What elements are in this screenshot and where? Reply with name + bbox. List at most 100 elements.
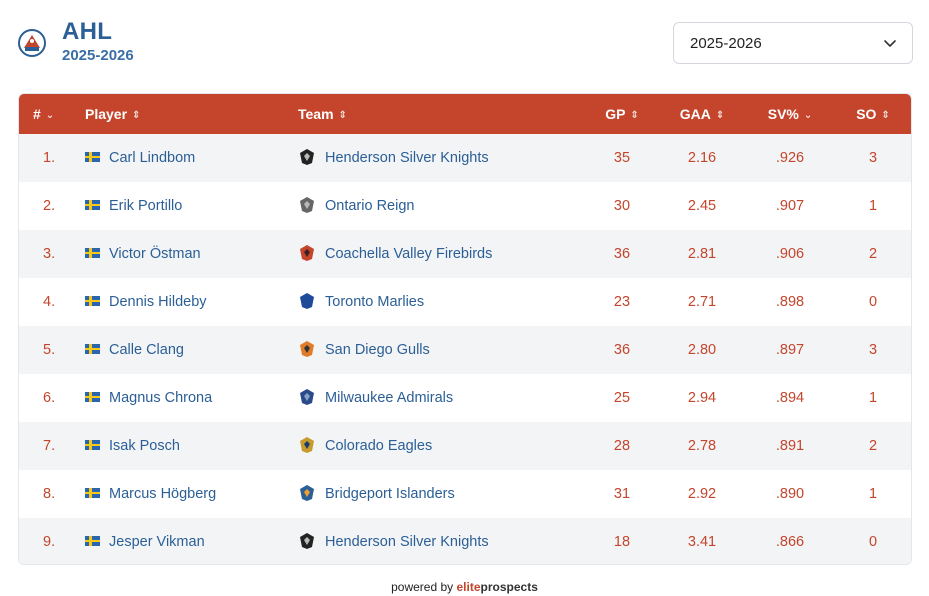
- footer-powered-by: powered by eliteprospects: [0, 580, 929, 594]
- team-link[interactable]: Bridgeport Islanders: [325, 485, 455, 502]
- sweden-flag-icon: [85, 536, 100, 547]
- column-header-rank[interactable]: # ⌄: [33, 106, 55, 122]
- team-link[interactable]: San Diego Gulls: [325, 341, 430, 358]
- goalie-stats-table: # ⌄ Player ⇕ Team ⇕ GP ⇕ GAA ⇕ SV% ⌄ SO ⇕ 1. Car…: [18, 93, 912, 565]
- team-link[interactable]: Coachella Valley Firebirds: [325, 245, 493, 262]
- player-link[interactable]: Marcus Högberg: [109, 486, 217, 502]
- milwaukee-logo-icon: [300, 389, 314, 405]
- sort-icon: ⇕: [132, 109, 141, 121]
- rank-cell: 7.: [43, 438, 56, 454]
- rank-cell: 2.: [43, 198, 56, 214]
- chevron-down-icon: ⌄: [45, 109, 55, 121]
- gp-cell: 25: [613, 390, 631, 406]
- so-cell: 1: [868, 390, 878, 406]
- player-link[interactable]: Carl Lindbom: [109, 150, 196, 166]
- footer-brand-elite[interactable]: elite: [456, 580, 481, 594]
- table-row: 6. Magnus Chrona Milwaukee Admirals 25 2.94.…: [19, 374, 911, 422]
- player-cell: Isak Posch: [81, 422, 294, 470]
- henderson-logo-icon: [300, 149, 314, 165]
- header: AHL 2025-2026 2025-2026: [0, 0, 929, 80]
- team-link[interactable]: Henderson Silver Knights: [325, 533, 489, 550]
- rank-cell: 9.: [43, 534, 56, 550]
- column-header-gp[interactable]: GP ⇕: [605, 106, 639, 122]
- table-row: 3. Victor Östman Coachella Valley Firebird…: [19, 230, 911, 278]
- sweden-flag-icon: [85, 344, 100, 355]
- svp-cell: .897: [775, 342, 805, 358]
- player-link[interactable]: Calle Clang: [109, 342, 184, 358]
- sort-icon: ⇕: [338, 109, 347, 121]
- player-cell: Magnus Chrona: [81, 374, 294, 422]
- team-cell: Ontario Reign: [294, 182, 587, 230]
- gp-cell: 36: [613, 342, 631, 358]
- so-cell: 2: [868, 246, 878, 262]
- svp-cell: .891: [775, 438, 805, 454]
- svp-cell: .907: [775, 198, 805, 214]
- player-link[interactable]: Erik Portillo: [109, 198, 183, 214]
- player-cell: Marcus Högberg: [81, 470, 294, 518]
- team-link[interactable]: Milwaukee Admirals: [325, 389, 454, 406]
- team-cell: Milwaukee Admirals: [294, 374, 587, 422]
- sweden-flag-icon: [85, 392, 100, 403]
- player-cell: Jesper Vikman: [81, 518, 294, 564]
- column-header-player[interactable]: Player ⇕: [85, 106, 141, 122]
- gp-cell: 31: [613, 486, 631, 502]
- svp-cell: .890: [775, 486, 805, 502]
- sweden-flag-icon: [85, 488, 100, 499]
- gp-cell: 28: [613, 438, 631, 454]
- coachella-logo-icon: [300, 245, 314, 261]
- so-cell: 3: [868, 150, 878, 166]
- team-link[interactable]: Toronto Marlies: [325, 293, 425, 310]
- team-link[interactable]: Henderson Silver Knights: [325, 149, 489, 166]
- svp-cell: .894: [775, 390, 805, 406]
- player-cell: Dennis Hildeby: [81, 278, 294, 326]
- sweden-flag-icon: [85, 248, 100, 259]
- player-link[interactable]: Magnus Chrona: [109, 390, 213, 406]
- chevron-down-icon: ⌄: [803, 109, 813, 121]
- gaa-cell: 2.78: [687, 438, 717, 454]
- team-cell: Henderson Silver Knights: [294, 134, 587, 182]
- bridgeport-logo-icon: [300, 485, 314, 501]
- column-header-so[interactable]: SO ⇕: [856, 106, 890, 122]
- gp-cell: 35: [613, 150, 631, 166]
- gaa-cell: 3.41: [687, 534, 717, 550]
- gp-cell: 36: [613, 246, 631, 262]
- gaa-cell: 2.94: [687, 390, 717, 406]
- player-cell: Carl Lindbom: [81, 134, 294, 182]
- table-row: 7. Isak Posch Colorado Eagles 28 2.78 .891 2: [19, 422, 911, 470]
- chevron-down-icon: [884, 40, 896, 47]
- gaa-cell: 2.16: [687, 150, 717, 166]
- gp-cell: 23: [613, 294, 631, 310]
- ontario-logo-icon: [300, 197, 314, 213]
- so-cell: 2: [868, 438, 878, 454]
- table-row: 1. Carl Lindbom Henderson Silver Knights 35…: [19, 134, 911, 182]
- rank-cell: 3.: [43, 246, 56, 262]
- player-link[interactable]: Victor Östman: [109, 246, 201, 262]
- column-header-team[interactable]: Team ⇕: [298, 106, 347, 122]
- team-link[interactable]: Colorado Eagles: [325, 437, 433, 454]
- table-row: 8. Marcus Högberg Bridgeport Islanders 31 2.…: [19, 470, 911, 518]
- so-cell: 0: [868, 534, 878, 550]
- rank-cell: 6.: [43, 390, 56, 406]
- player-link[interactable]: Dennis Hildeby: [109, 294, 207, 310]
- table-row: 5. Calle Clang San Diego Gulls 36 2.80 .897 3: [19, 326, 911, 374]
- player-cell: Calle Clang: [81, 326, 294, 374]
- gaa-cell: 2.45: [687, 198, 717, 214]
- season-select[interactable]: 2025-2026: [673, 22, 913, 64]
- table-header-row: # ⌄ Player ⇕ Team ⇕ GP ⇕ GAA ⇕ SV% ⌄ SO ⇕: [19, 94, 911, 134]
- team-link[interactable]: Ontario Reign: [325, 197, 415, 214]
- team-cell: Bridgeport Islanders: [294, 470, 587, 518]
- player-link[interactable]: Jesper Vikman: [109, 534, 205, 550]
- footer-brand-prospects[interactable]: prospects: [480, 580, 538, 594]
- player-link[interactable]: Isak Posch: [109, 438, 180, 454]
- column-header-svp[interactable]: SV% ⌄: [767, 106, 813, 122]
- table-row: 4. Dennis Hildeby Toronto Marlies 23 2.71 .89…: [19, 278, 911, 326]
- team-cell: Coachella Valley Firebirds: [294, 230, 587, 278]
- rank-cell: 1.: [43, 150, 56, 166]
- table-row: 9. Jesper Vikman Henderson Silver Knights 1…: [19, 518, 911, 564]
- ahl-logo-icon: [18, 29, 46, 57]
- table-row: 2. Erik Portillo Ontario Reign 30 2.45 .907 1: [19, 182, 911, 230]
- so-cell: 1: [868, 486, 878, 502]
- column-header-gaa[interactable]: GAA ⇕: [679, 106, 725, 122]
- league-season: 2025-2026: [62, 47, 134, 64]
- sweden-flag-icon: [85, 440, 100, 451]
